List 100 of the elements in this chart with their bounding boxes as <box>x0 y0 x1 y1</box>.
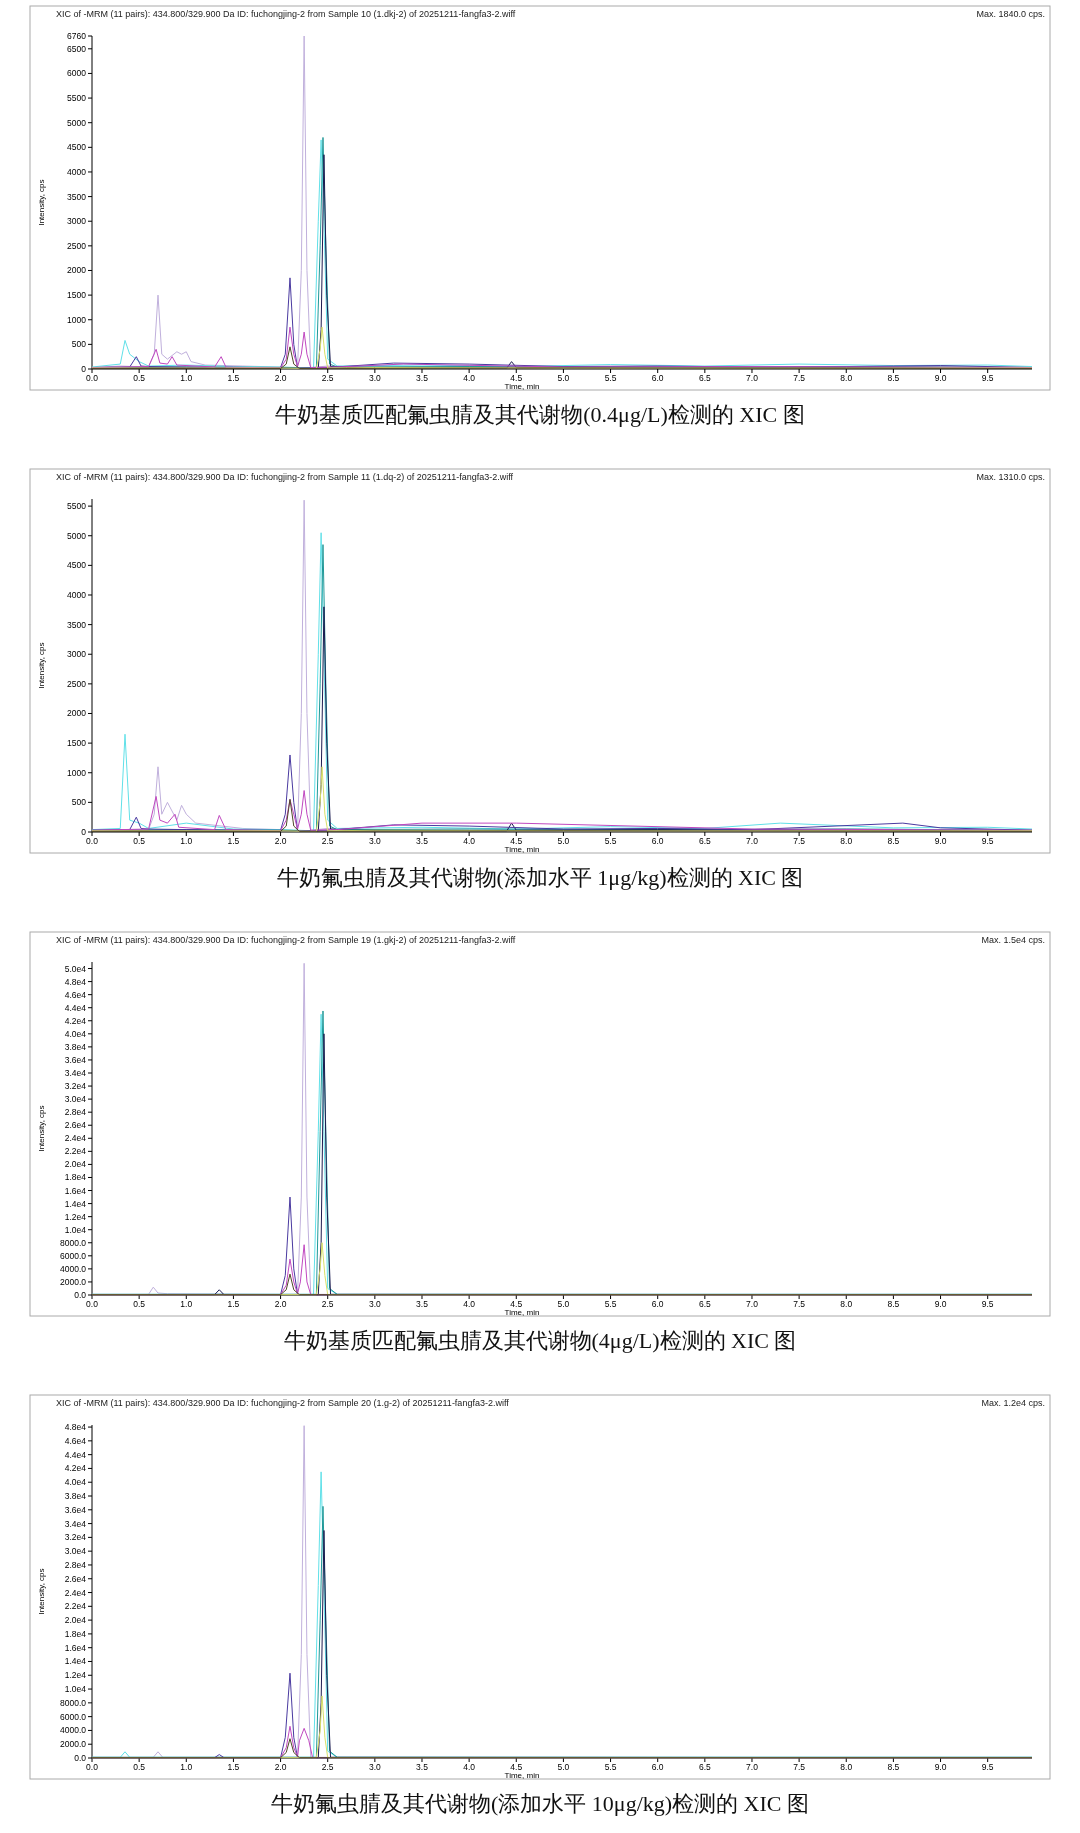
x-tick-label: 2.5 <box>321 373 334 383</box>
y-tick-label: 4.0e4 <box>64 1477 87 1488</box>
x-tick-label: 8.5 <box>887 1762 900 1772</box>
y-tick-label: 5500 <box>67 501 87 512</box>
y-tick-label: 4.8e4 <box>64 1422 87 1433</box>
y-tick-label: 6760 <box>67 31 87 41</box>
x-tick-label: 1.5 <box>227 373 240 383</box>
y-tick-label: 3.8e4 <box>64 1041 87 1052</box>
x-tick-label: 7.5 <box>793 836 806 846</box>
x-tick-label: 5.5 <box>604 1762 617 1772</box>
x-tick-label: 7.0 <box>746 1762 759 1772</box>
y-tick-label: 3.2e4 <box>64 1081 87 1092</box>
x-tick-label: 9.0 <box>934 836 947 846</box>
x-axis-title: Time, min <box>504 382 540 391</box>
x-tick-label: 8.0 <box>840 1299 853 1309</box>
y-tick-label: 0 <box>81 827 87 837</box>
x-tick-label: 7.5 <box>793 1762 806 1772</box>
x-tick-label: 6.5 <box>698 373 712 383</box>
y-tick-label: 2.0e4 <box>64 1615 87 1626</box>
x-tick-label: 3.5 <box>416 836 429 846</box>
text: 牛奶基质匹配氟虫腈及其代谢物(0.4μg/L)检测的 XIC 图 <box>275 402 805 427</box>
y-tick-label: 1.2e4 <box>64 1211 87 1222</box>
y-tick-label: 1.6e4 <box>64 1642 87 1653</box>
y-tick-label: 1000 <box>67 767 87 778</box>
y-tick-label: 4000.0 <box>60 1725 87 1736</box>
y-tick-label: 3000 <box>67 649 87 660</box>
y-tick-label: 2.0e4 <box>64 1159 87 1170</box>
y-axis-title: Intensity, cps <box>37 179 46 226</box>
x-tick-label: 4.0 <box>463 1762 476 1772</box>
x-tick-label: 0.5 <box>133 373 146 383</box>
y-tick-label: 3.4e4 <box>64 1518 87 1529</box>
y-tick-label: 2500 <box>67 240 87 251</box>
y-tick-label: 5000 <box>67 117 87 128</box>
y-tick-label: 1.0e4 <box>64 1224 87 1235</box>
x-tick-label: 1.0 <box>180 1299 193 1309</box>
x-tick-label: 8.0 <box>840 836 853 846</box>
x-tick-label: 3.5 <box>416 1299 429 1309</box>
x-tick-label: 2.5 <box>321 1299 334 1309</box>
x-tick-label: 6.5 <box>698 1762 712 1772</box>
y-tick-label: 4500 <box>67 142 87 153</box>
y-tick-label: 2000.0 <box>60 1739 87 1750</box>
y-tick-label: 1.6e4 <box>64 1185 87 1196</box>
x-tick-label: 3.5 <box>416 373 429 383</box>
chart-title: XIC of -MRM (11 pairs): 434.800/329.900 Da ID: fuchongjing-2 from Sample 11 (1.dq-2) of 20251211-fangfa3-2.wiff <box>56 472 514 482</box>
y-tick-label: 1000 <box>67 314 87 325</box>
y-tick-label: 4.2e4 <box>64 1015 87 1026</box>
y-tick-label: 2.8e4 <box>64 1559 87 1570</box>
x-tick-label: 5.0 <box>557 1299 570 1309</box>
y-tick-label: 3.4e4 <box>64 1068 87 1078</box>
y-tick-label: 4000 <box>67 166 87 177</box>
y-tick-label: 4.6e4 <box>64 989 87 1000</box>
y-tick-label: 0 <box>81 364 87 374</box>
y-tick-label: 1.8e4 <box>64 1172 87 1183</box>
chart-subtitle: Max. 1840.0 cps. <box>976 9 1045 19</box>
x-tick-label: 6.0 <box>651 1299 664 1309</box>
x-tick-label: 7.0 <box>746 836 759 846</box>
y-tick-label: 0.0 <box>74 1753 87 1763</box>
y-axis-title: Intensity, cps <box>37 1568 46 1615</box>
x-tick-label: 6.0 <box>651 373 664 383</box>
x-tick-label: 7.5 <box>793 373 806 383</box>
x-tick-label: 7.0 <box>746 1299 759 1309</box>
x-tick-label: 1.5 <box>227 1762 240 1772</box>
y-axis-title: Intensity, cps <box>37 1105 46 1152</box>
y-tick-label: 4500 <box>67 560 87 571</box>
y-tick-label: 6000 <box>67 68 87 79</box>
y-tick-label: 1.2e4 <box>64 1670 87 1681</box>
y-tick-label: 2000 <box>67 265 87 276</box>
x-tick-label: 5.5 <box>604 1299 617 1309</box>
y-tick-label: 5500 <box>67 93 87 104</box>
x-tick-label: 5.5 <box>604 836 617 846</box>
x-tick-label: 0.5 <box>133 1299 146 1309</box>
x-tick-label: 8.5 <box>887 836 900 846</box>
y-tick-label: 2500 <box>67 678 87 689</box>
y-tick-label: 500 <box>71 339 87 350</box>
y-tick-label: 5.0e4 <box>64 963 87 974</box>
y-tick-label: 0.0 <box>74 1290 87 1300</box>
x-tick-label: 9.0 <box>934 1762 947 1772</box>
text: 牛奶基质匹配氟虫腈及其代谢物(4μg/L)检测的 XIC 图 <box>283 1328 797 1353</box>
x-tick-label: 7.5 <box>793 1299 806 1309</box>
y-tick-label: 2000 <box>67 708 87 719</box>
x-tick-label: 1.0 <box>180 836 193 846</box>
y-tick-label: 4.2e4 <box>64 1463 87 1474</box>
x-tick-label: 3.0 <box>368 836 382 846</box>
y-tick-label: 1.4e4 <box>64 1198 87 1209</box>
y-tick-label: 3500 <box>67 619 87 630</box>
y-tick-label: 2.4e4 <box>64 1587 87 1598</box>
y-tick-label: 8000.0 <box>60 1697 87 1708</box>
x-tick-label: 6.0 <box>651 1762 664 1772</box>
y-tick-label: 4.8e4 <box>64 976 87 987</box>
chart-title: XIC of -MRM (11 pairs): 434.800/329.900 Da ID: fuchongjing-2 from Sample 20 (1.g-2) of 20251211-fangfa3-2.wiff <box>56 1398 510 1408</box>
x-tick-label: 4.5 <box>510 836 523 846</box>
x-tick-label: 4.0 <box>463 1299 476 1309</box>
y-tick-label: 3000 <box>67 216 87 227</box>
x-tick-label: 6.0 <box>651 836 664 846</box>
chart-title: XIC of -MRM (11 pairs): 434.800/329.900 Da ID: fuchongjing-2 from Sample 19 (1.gkj-2) of 20251211-fangfa3-2.wiff <box>56 935 516 945</box>
x-tick-label: 4.0 <box>463 373 476 383</box>
x-tick-label: 9.0 <box>934 373 947 383</box>
y-tick-label: 2.6e4 <box>64 1120 87 1131</box>
x-tick-label: 8.0 <box>840 1762 853 1772</box>
x-tick-label: 9.5 <box>981 836 994 846</box>
